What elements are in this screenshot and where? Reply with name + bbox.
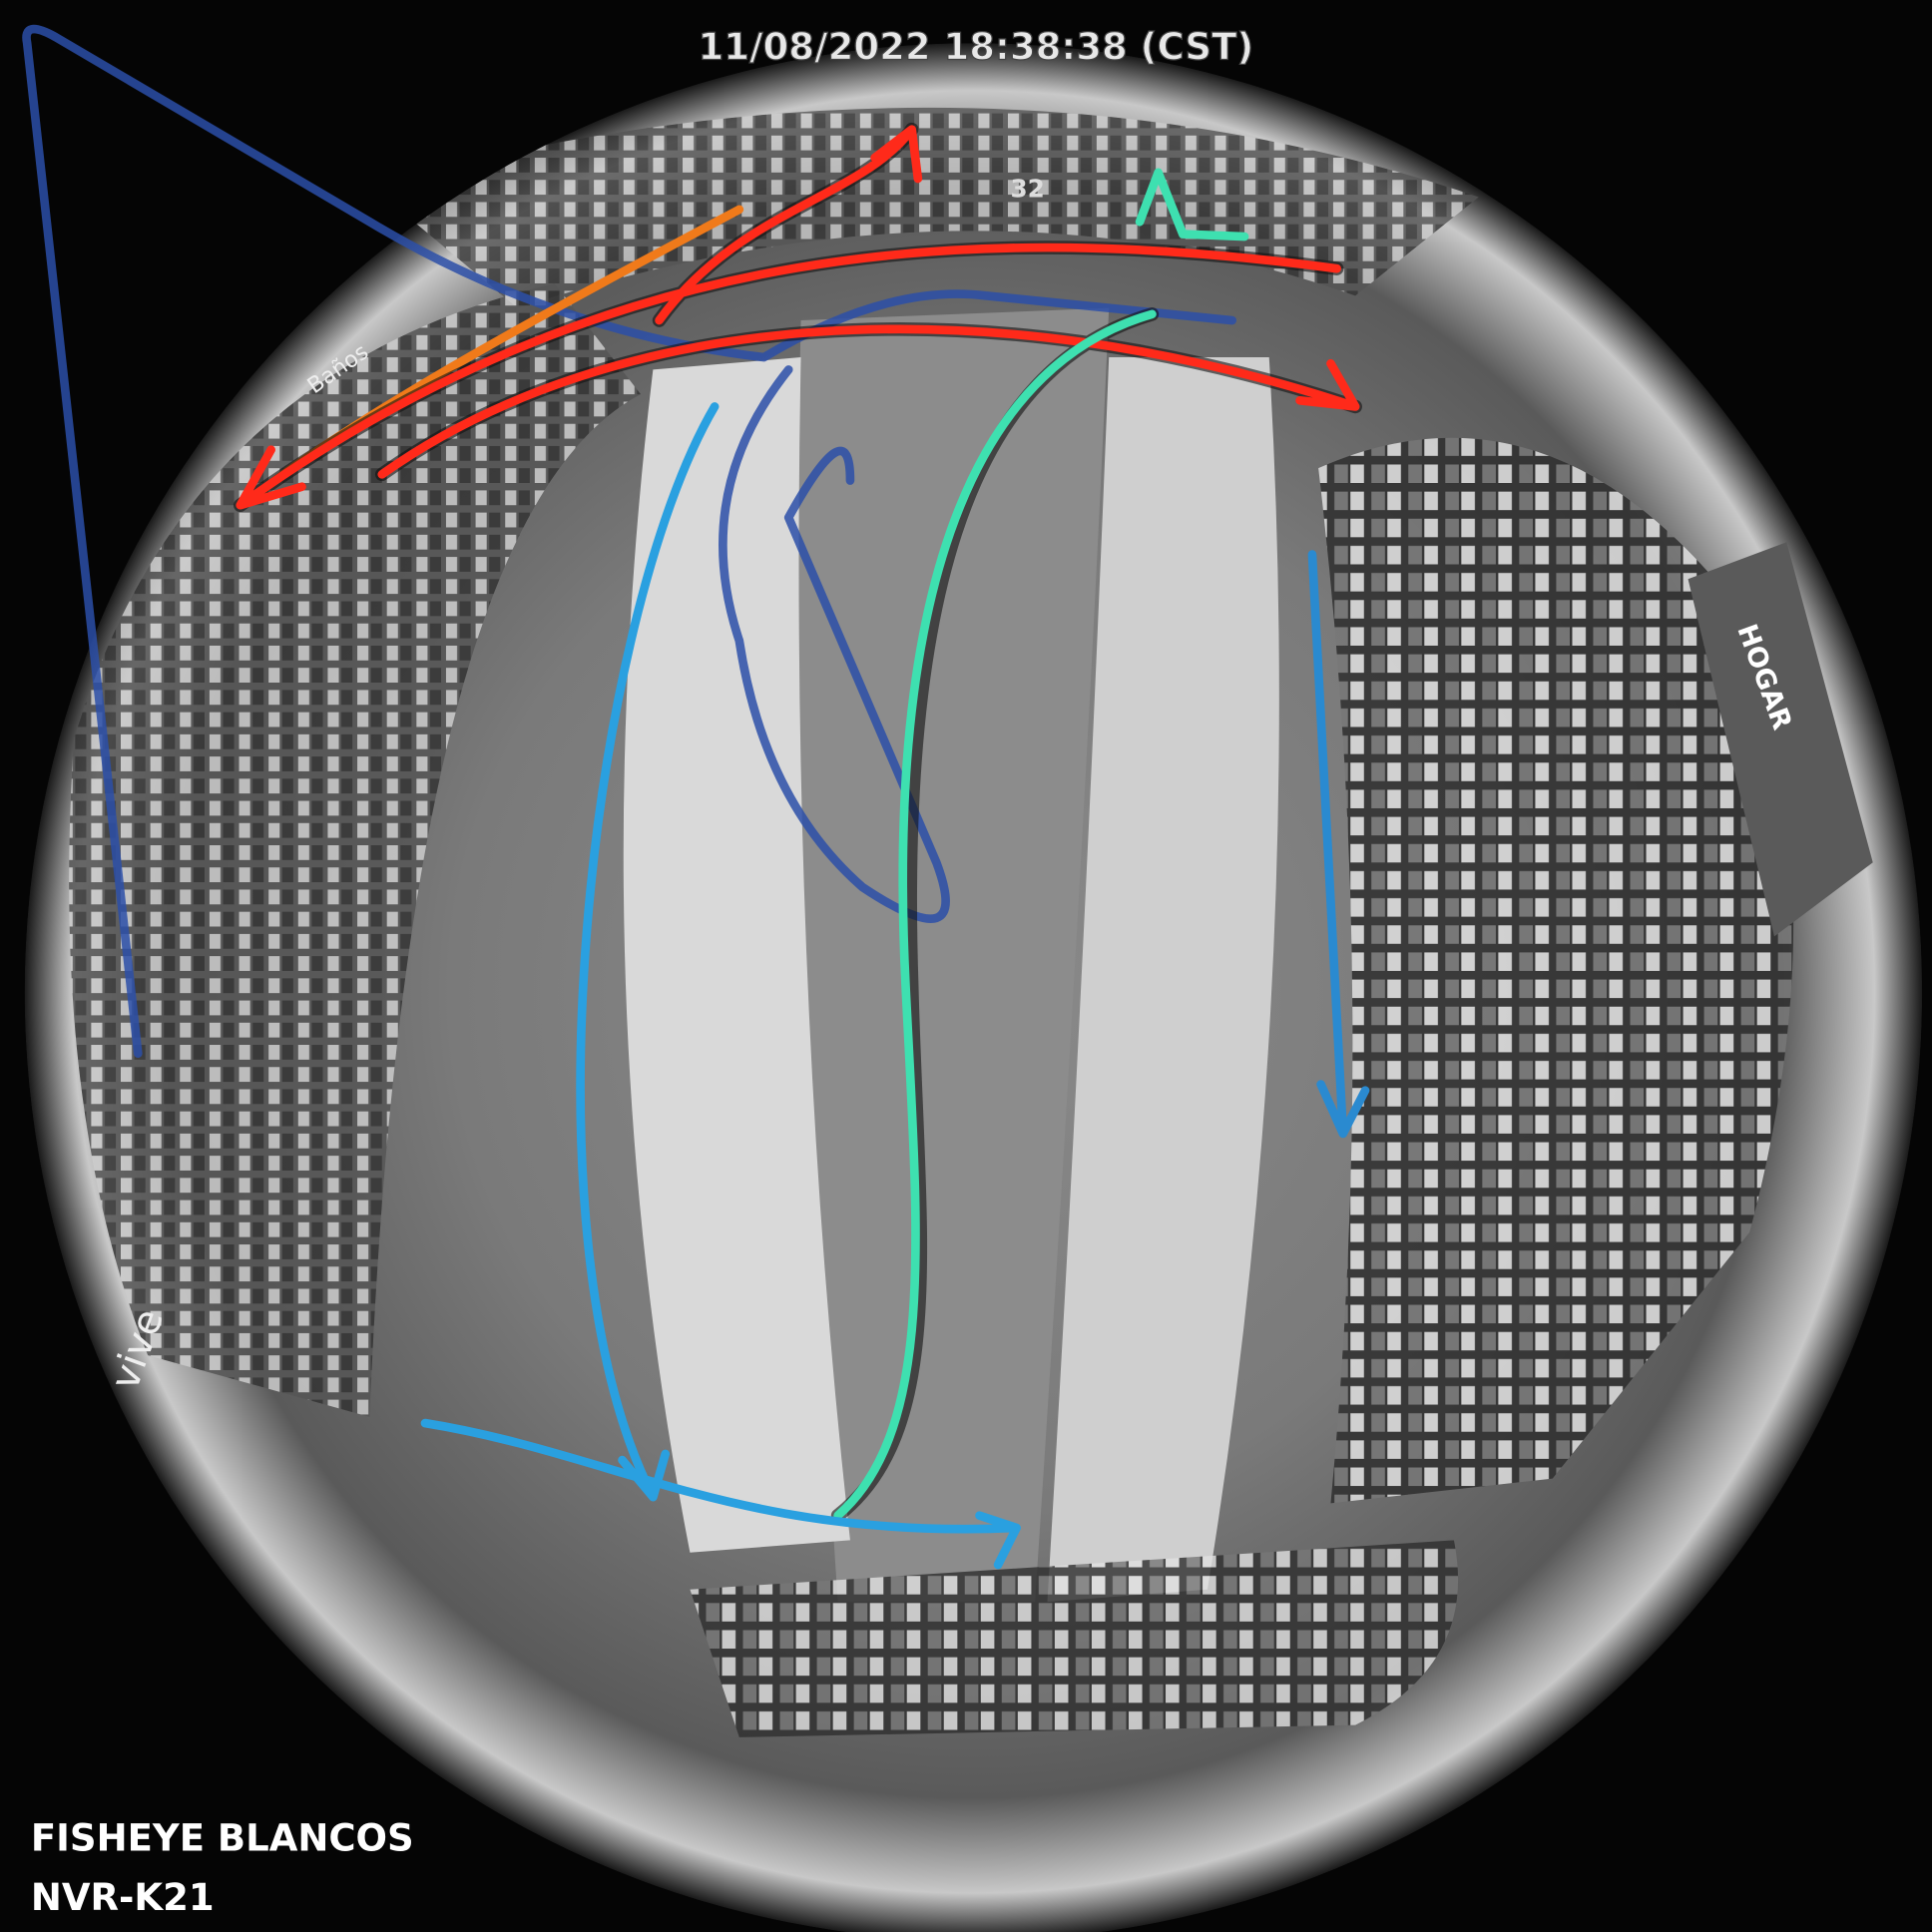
sign-text: 32	[1010, 175, 1044, 204]
center-shelf-right	[1047, 357, 1279, 1603]
center-shelf-left	[623, 357, 850, 1553]
aisle-floor	[798, 307, 1110, 1603]
recorder-id: NVR-K21	[31, 1876, 215, 1919]
trajectory	[377, 324, 1360, 479]
trajectory	[833, 168, 1249, 1520]
right-shelves	[1318, 437, 1794, 1504]
banner	[1688, 542, 1873, 937]
trajectory	[1307, 550, 1370, 1139]
trajectory	[22, 24, 1237, 1058]
trajectory	[655, 125, 923, 325]
trajectory	[420, 1418, 1021, 1570]
trajectories	[22, 24, 1370, 1570]
left-shelves	[69, 282, 642, 1417]
bottom-shelves	[690, 1540, 1459, 1737]
timestamp: 11/08/2022 18:38:38 (CST)	[698, 25, 1253, 68]
trajectory	[236, 242, 1341, 510]
camera-name: FISHEYE BLANCOS	[31, 1817, 414, 1860]
